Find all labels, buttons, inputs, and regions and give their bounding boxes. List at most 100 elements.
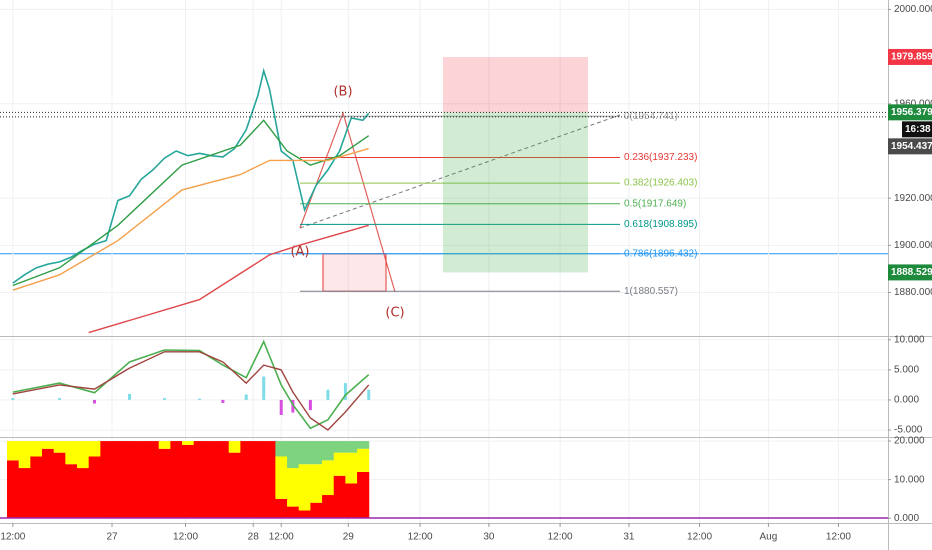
price-tag [888, 138, 932, 155]
y-tick-label: 1900.000 [894, 240, 932, 251]
stack-segment [182, 444, 195, 519]
series-line [12, 351, 370, 431]
stack-segment [147, 441, 160, 519]
price-tag-label: 1888.529 [891, 267, 932, 278]
x-tick-label: 12:00 [173, 532, 198, 543]
histogram-bar [128, 393, 132, 400]
histogram-bar [262, 376, 266, 400]
target-zone [322, 253, 387, 292]
stack-segment [310, 464, 323, 503]
stack-segment [333, 441, 346, 453]
price-tag [888, 264, 932, 281]
histogram-bar [93, 399, 97, 404]
stack-segment [298, 510, 311, 519]
stack-segment [7, 441, 20, 461]
stack-segment [158, 448, 171, 519]
histogram-bar [279, 399, 283, 415]
stack-segment [287, 441, 300, 469]
stack-segment [123, 441, 136, 519]
stack-segment [18, 468, 31, 519]
stack-segment [298, 441, 311, 465]
histogram-bar [367, 389, 371, 400]
histogram-bar [58, 398, 62, 400]
stack-segment [18, 441, 31, 469]
stack-segment [100, 441, 113, 519]
stack-segment [322, 441, 335, 461]
stack-segment [345, 441, 358, 453]
price-tag [888, 104, 932, 121]
stack-segment [275, 441, 288, 457]
stack-segment [65, 441, 78, 465]
stack-segment [228, 452, 241, 519]
stack-segment [322, 495, 335, 519]
stack-segment [333, 452, 346, 476]
stack-segment [182, 441, 195, 445]
stack-segment [345, 452, 358, 484]
y-tick-label: 20.000 [894, 436, 925, 447]
stack-segment [287, 468, 300, 507]
wave-label: (C) [385, 306, 404, 321]
stack-segment [310, 441, 323, 465]
stack-segment [65, 464, 78, 519]
stack-segment [310, 502, 323, 519]
fib-label: 0(1954.741) [624, 111, 678, 122]
x-tick-label: 27 [106, 532, 118, 543]
stack-segment [30, 441, 43, 457]
stack-segment [193, 441, 206, 519]
stack-segment [333, 475, 346, 519]
histogram-bar [221, 399, 225, 403]
histogram-bar [198, 398, 202, 400]
stack-segment [42, 448, 55, 519]
stack-segment [53, 441, 66, 453]
stack-segment [287, 506, 300, 519]
countdown-label: 16:38 [905, 124, 931, 135]
histogram-bar [163, 398, 167, 400]
y-tick-label: 0.000 [894, 395, 919, 406]
fib-label: 0.236(1937.233) [624, 152, 697, 163]
x-tick-label: 31 [623, 532, 635, 543]
histogram-bar [11, 398, 15, 400]
fib-label: 0.786(1896.432) [624, 248, 697, 259]
profit-zone [443, 112, 588, 273]
stack-segment [7, 460, 20, 519]
plots [0, 67, 888, 519]
wave-label: (B) [333, 85, 352, 100]
stack-segment [30, 456, 43, 519]
price-tag-label: 1954.437 [891, 141, 932, 152]
stack-segment [357, 441, 370, 449]
stack-segment [275, 498, 288, 519]
y-tick-label: 1880.000 [894, 287, 932, 298]
stack-segment [77, 441, 90, 469]
trend-dashed-line [299, 114, 621, 229]
wave-label: (A) [290, 245, 309, 260]
series-line [12, 67, 370, 284]
x-tick-label: 12:00 [408, 532, 433, 543]
stack-segment [357, 471, 370, 519]
histogram-bar [308, 399, 312, 411]
stack-segment [252, 441, 265, 519]
x-tick-label: 12:00 [548, 532, 573, 543]
x-tick-label: 28 [248, 532, 260, 543]
stack-segment [298, 464, 311, 511]
x-tick-label: Aug [759, 532, 777, 543]
y-tick-label: 1920.000 [894, 193, 932, 204]
stack-segment [42, 441, 55, 449]
y-tick-label: 10.000 [894, 334, 925, 345]
x-tick-label: 12:00 [687, 532, 712, 543]
stack-segment [135, 441, 148, 519]
price-tag [888, 48, 932, 65]
stack-segment [77, 468, 90, 519]
series-line [88, 224, 369, 334]
stack-segment [263, 441, 276, 519]
histogram-bar [291, 399, 295, 413]
stack-segment [88, 441, 101, 457]
fib-label: 0.618(1908.895) [624, 219, 697, 230]
y-tick-label: 10.000 [894, 474, 925, 485]
stack-segment [240, 441, 253, 519]
axis-labels: 2000.000 1960.000 1920.000 1900.000 1880.000… [0, 4, 932, 543]
histogram-bar [244, 394, 248, 400]
stack-segment [170, 441, 183, 519]
grid [0, 0, 888, 523]
y-tick-label: -5.000 [894, 425, 923, 436]
